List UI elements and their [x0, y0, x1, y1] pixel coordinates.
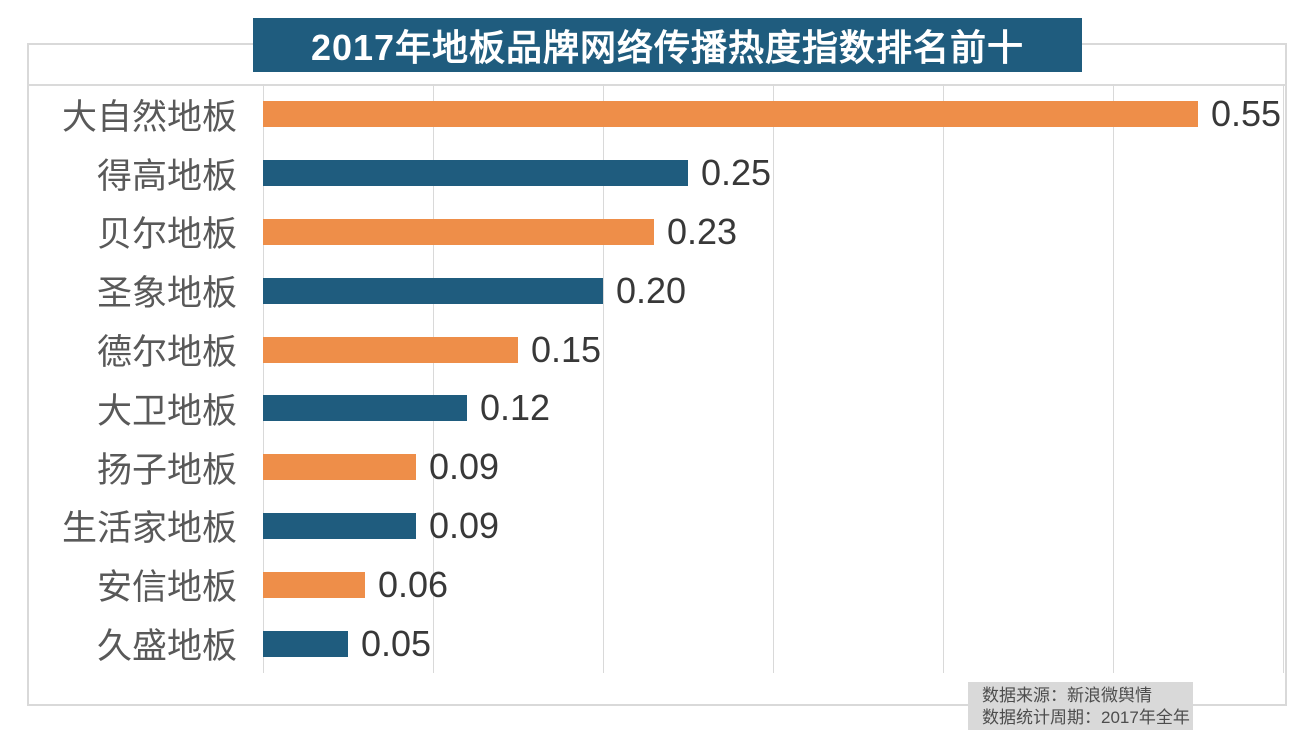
- bar-row: 圣象地板 0.20: [27, 261, 1287, 320]
- category-label: 德尔地板: [96, 333, 237, 373]
- value-label: 0.12: [480, 387, 551, 429]
- bar-row: 大卫地板 0.12: [27, 379, 1287, 438]
- bar: [263, 277, 603, 304]
- bar: [263, 101, 1198, 128]
- category-label: 贝尔地板: [96, 215, 237, 255]
- value-label: 0.55: [1211, 93, 1282, 135]
- bar: [263, 336, 518, 363]
- bar: [263, 630, 348, 657]
- bar-row: 生活家地板 0.09: [27, 497, 1287, 556]
- bar-zone: 0.09: [263, 438, 1283, 497]
- gridline: [1113, 84, 1114, 673]
- category-label: 久盛地板: [96, 627, 237, 667]
- gridline: [433, 84, 434, 673]
- gridline: [1283, 84, 1284, 673]
- bar-zone: 0.25: [263, 144, 1283, 203]
- bar-row: 大自然地板 0.55: [27, 85, 1287, 144]
- bar-row: 扬子地板 0.09: [27, 438, 1287, 497]
- bar-zone: 0.12: [263, 379, 1283, 438]
- bar: [263, 395, 467, 422]
- bar-row: 德尔地板 0.15: [27, 320, 1287, 379]
- value-label: 0.06: [378, 563, 449, 605]
- source-line-1: 数据来源：新浪微舆情: [982, 686, 1152, 705]
- gridline: [263, 84, 264, 673]
- bar: [263, 454, 416, 481]
- category-label: 扬子地板: [96, 450, 237, 490]
- bar: [263, 512, 416, 539]
- bar-row: 得高地板 0.25: [27, 144, 1287, 203]
- chart-title: 2017年地板品牌网络传播热度指数排名前十: [253, 18, 1082, 72]
- gridline: [943, 84, 944, 673]
- chart-frame: [27, 43, 1287, 706]
- value-label: 0.15: [531, 328, 602, 370]
- category-label: 生活家地板: [61, 509, 237, 549]
- gridline: [773, 84, 774, 673]
- category-label: 安信地板: [96, 568, 237, 608]
- bar-row: 安信地板 0.06: [27, 555, 1287, 614]
- value-label: 0.25: [701, 152, 772, 194]
- gridline: [603, 84, 604, 673]
- bar: [263, 571, 365, 598]
- gridlines: [263, 84, 1284, 673]
- bar-zone: 0.15: [263, 320, 1283, 379]
- value-label: 0.05: [361, 622, 432, 664]
- bar-zone: 0.55: [263, 85, 1283, 144]
- bar-zone: 0.06: [263, 555, 1283, 614]
- bar-zone: 0.09: [263, 497, 1283, 556]
- bar: [263, 160, 688, 187]
- value-label: 0.09: [429, 504, 500, 546]
- header-divider: [27, 84, 1287, 86]
- category-label: 圣象地板: [96, 274, 237, 314]
- bar-row: 贝尔地板 0.23: [27, 203, 1287, 262]
- source-line-2: 数据统计周期：2017年全年: [982, 708, 1190, 727]
- bar-zone: 0.23: [263, 203, 1283, 262]
- category-label: 得高地板: [96, 156, 237, 196]
- category-label: 大自然地板: [61, 97, 237, 137]
- bar-zone: 0.20: [263, 261, 1283, 320]
- source-note: 数据来源：新浪微舆情 数据统计周期：2017年全年: [968, 682, 1193, 730]
- value-label: 0.20: [616, 269, 687, 311]
- plot-area: 大自然地板 0.55 得高地板 0.25 贝尔地板 0.23 圣象地板 0.20 德尔地板 0.1…: [27, 84, 1287, 673]
- value-label: 0.09: [429, 446, 500, 488]
- bar-zone: 0.05: [263, 614, 1283, 673]
- bar-rows: 大自然地板 0.55 得高地板 0.25 贝尔地板 0.23 圣象地板 0.20 德尔地板 0.1…: [27, 85, 1287, 673]
- bar-row: 久盛地板 0.05: [27, 614, 1287, 673]
- category-label: 大卫地板: [96, 391, 237, 431]
- bar: [263, 218, 654, 245]
- value-label: 0.23: [667, 210, 738, 252]
